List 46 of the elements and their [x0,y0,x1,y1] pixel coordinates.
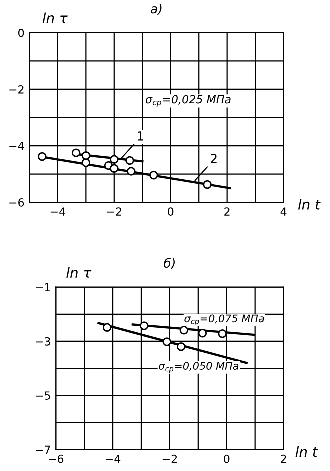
y-tick-label: −1 [36,283,50,292]
point [140,322,149,330]
annotation: σ$_{ср}$=0,025 МПа [146,95,231,107]
x-tick-label: −2 [107,208,122,216]
point [126,156,134,166]
y-tick-label: −6 [10,198,24,207]
x-tick-label: −4 [50,208,66,216]
x-axis-title: ln t [298,199,321,210]
point [72,148,81,158]
x-tick-label: 2 [224,208,230,216]
point [110,164,119,173]
point [162,338,172,346]
point [218,330,227,338]
x-tick-label: 0 [224,454,230,464]
x-tick-label: −6 [49,454,64,464]
y-tick-label: −2 [10,85,24,94]
x-tick-label: 0 [168,208,174,216]
point [38,152,47,162]
x-tick-label: −2 [162,454,178,464]
x-tick-label: −4 [106,455,121,464]
point [180,326,189,335]
y-tick-label: −5 [36,392,50,400]
point [150,171,158,180]
point [82,158,91,168]
point [82,152,91,160]
y-axis-title: ln τ [66,267,92,278]
chart-title: б) [164,258,175,270]
chart-title: а) [150,4,162,16]
y-tick-label: −3 [36,337,50,346]
y-axis-title: ln τ [42,12,68,24]
annotation: 2 [211,154,217,164]
y-tick-label: 0 [18,28,24,38]
annotation: σ$_{ср}$=0,050 МПа [159,362,239,374]
point [102,323,112,332]
point [126,167,136,176]
x-tick-label: 4 [280,208,287,216]
x-axis-title: ln t [296,446,318,458]
point [176,342,186,352]
point [203,180,212,190]
x-tick-label: 2 [281,454,286,464]
point [198,328,208,338]
annotation: 1 [138,132,144,141]
point [110,155,119,164]
annotation: σ$_{ср}$=0,075 МПа [184,314,264,326]
y-tick-label: −7 [36,446,50,454]
y-tick-label: −4 [10,142,24,150]
